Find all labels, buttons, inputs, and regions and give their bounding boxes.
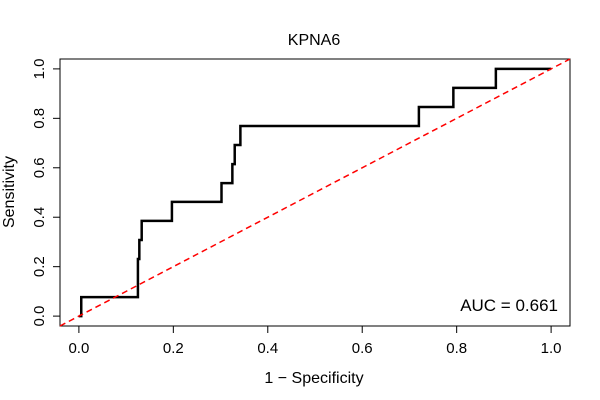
auc-annotation: AUC = 0.661 bbox=[460, 296, 558, 315]
x-tick-label: 0.0 bbox=[68, 340, 89, 357]
reference-diagonal-line bbox=[59, 58, 571, 327]
y-axis-label: Sensitivity bbox=[1, 156, 18, 228]
y-tick-label: 0.6 bbox=[31, 157, 48, 178]
chart-title: KPNA6 bbox=[288, 32, 341, 49]
y-tick-label: 0.2 bbox=[31, 256, 48, 277]
series-layer bbox=[59, 58, 571, 327]
plot-frame bbox=[59, 58, 571, 327]
y-axis: 0.0 0.2 0.4 0.6 0.8 1.0 bbox=[31, 58, 61, 327]
x-axis: 0.0 0.2 0.4 0.6 0.8 1.0 bbox=[68, 325, 562, 357]
x-tick-label: 1.0 bbox=[541, 340, 562, 357]
roc-curve-line bbox=[78, 67, 552, 318]
y-tick-label: 0.0 bbox=[31, 306, 48, 327]
x-tick-label: 0.4 bbox=[257, 340, 278, 357]
x-tick-label: 0.8 bbox=[446, 340, 467, 357]
x-axis-label: 1 − Specificity bbox=[264, 370, 363, 387]
x-tick-label: 0.6 bbox=[352, 340, 373, 357]
x-tick-label: 0.2 bbox=[163, 340, 184, 357]
y-tick-label: 0.8 bbox=[31, 108, 48, 129]
y-tick-label: 0.4 bbox=[31, 207, 48, 228]
y-tick-label: 1.0 bbox=[31, 58, 48, 79]
